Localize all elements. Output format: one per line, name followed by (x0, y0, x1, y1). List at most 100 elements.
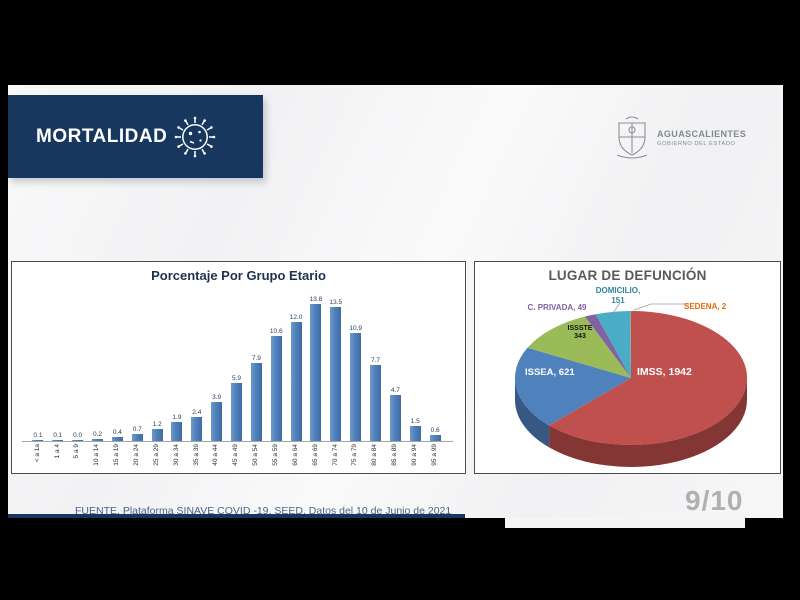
category-slot: 80 a 84 (366, 444, 386, 474)
bar-value-label: 13.8 (309, 296, 323, 304)
bar-category-label: 55 a 59 (271, 444, 279, 466)
category-slot: 55 a 59 (266, 444, 286, 474)
category-slot: 70 a 74 (326, 444, 346, 474)
state-government-logo: AGUASCALIENTES GOBIERNO DEL ESTADO (614, 115, 746, 161)
bar (92, 439, 103, 441)
pie-label-sedena: SEDENA, 2 (684, 302, 727, 311)
bar-category-label: < a 1a (33, 444, 41, 463)
bar (151, 429, 163, 441)
bar-category-label: 20 a 24 (132, 444, 140, 466)
bar-chart-panel: Porcentaje Por Grupo Etario 0.1 0.1 0.0 0.2… (11, 261, 466, 474)
bar (310, 304, 322, 441)
logo-title: AGUASCALIENTES (657, 129, 747, 139)
pie-chart-title: LUGAR DE DEFUNCIÓN (548, 268, 707, 283)
bar (330, 307, 342, 441)
bar-value-label: 1.5 (410, 418, 420, 426)
category-slot: 5 a 9 (68, 444, 88, 474)
bar (111, 437, 123, 441)
category-slot: 35 a 39 (187, 444, 207, 474)
bar-value-label: 7.7 (371, 356, 381, 364)
category-slot: 60 a 64 (286, 444, 306, 474)
bar (32, 439, 44, 441)
bar-category-label: 25 a 29 (152, 444, 160, 466)
bar-value-label: 0.0 (73, 431, 83, 439)
bar-value-label: 0.7 (132, 426, 142, 434)
category-slot: 45 a 49 (227, 444, 247, 474)
bar-category-label: 1 a 4 (53, 444, 61, 459)
bar-slot: 13.8 (306, 296, 326, 441)
bar-slot: 0.7 (127, 426, 147, 441)
bar-chart-bars: 0.1 0.1 0.0 0.2 0.4 0.7 1.2 1.9 2.4 3.9 5.9 7.9 10.6… (28, 290, 445, 441)
category-slot: 40 a 44 (207, 444, 227, 474)
pie-slice-cprivada (584, 314, 631, 378)
coronavirus-icon (174, 116, 216, 158)
bar (290, 322, 302, 441)
category-slot: 90 a 94 (405, 444, 425, 474)
bar-value-label: 3.9 (212, 394, 222, 402)
bar-value-label: 0.2 (92, 431, 103, 438)
bar-value-label: 2.4 (192, 409, 202, 417)
category-slot: 10 a 14 (88, 444, 108, 474)
pie-slice-issste (527, 316, 631, 378)
category-slot: 25 a 29 (147, 444, 167, 474)
bar (370, 364, 382, 441)
category-slot: 30 a 34 (167, 444, 187, 474)
logo-subtitle: GOBIERNO DEL ESTADO (657, 141, 736, 147)
category-slot: 75 a 79 (346, 444, 366, 474)
bar-category-label: 15 a 19 (113, 444, 121, 466)
bar (409, 426, 421, 441)
bar (250, 362, 262, 441)
pie-label-domicilio: DOMICILIO, 151 (578, 286, 658, 305)
bar-slot: 1.5 (405, 418, 425, 441)
bar-category-label: 80 a 84 (371, 444, 379, 466)
bar-slot: 4.7 (385, 386, 405, 441)
bar-value-label: 0.6 (430, 427, 440, 435)
bar-slot: 10.6 (266, 328, 286, 441)
pie-label-domicilio-value: 151 (611, 295, 625, 305)
coat-of-arms-icon (616, 116, 648, 159)
bar-value-label: 10.9 (349, 325, 362, 333)
bar (171, 422, 183, 441)
bar (211, 402, 223, 441)
bar-chart-category-axis: < a 1a 1 a 4 5 a 9 10 a 14 15 a 19 20 a 24 25 … (28, 444, 445, 474)
bar-chart-axis-line (22, 441, 453, 442)
pie-slice-sedena (630, 310, 631, 378)
category-slot: 1 a 4 (48, 444, 68, 474)
pie-side-imss (549, 378, 747, 467)
bar-value-label: 1.9 (172, 414, 182, 422)
bar-slot: 0.0 (68, 431, 88, 441)
category-slot: 95 a 99 (425, 444, 445, 474)
bar-slot: 0.4 (107, 429, 127, 441)
presentation-slide: MORTALIDAD (8, 85, 783, 518)
bar-category-label: 90 a 94 (411, 444, 418, 466)
pie-slice-domicilio (595, 311, 631, 378)
bar-slot: 12.0 (286, 314, 306, 441)
slide-header-banner: MORTALIDAD (8, 95, 263, 178)
bar-category-label: 85 a 89 (391, 444, 399, 466)
pie-label-issste-name: ISSSTE (567, 325, 593, 332)
bar-value-label: 5.9 (232, 374, 242, 382)
category-slot: < a 1a (28, 444, 48, 474)
virus-spikes (174, 116, 216, 158)
category-slot: 85 a 89 (385, 444, 405, 474)
bar (52, 439, 64, 441)
bar (350, 333, 362, 441)
bar-value-label: 4.7 (390, 386, 400, 394)
bar (191, 417, 203, 441)
bar-slot: 1.2 (147, 421, 167, 441)
bar-slot: 0.1 (48, 432, 68, 441)
bar-value-label: 1.2 (152, 421, 162, 429)
category-slot: 50 a 54 (246, 444, 266, 474)
bar (389, 394, 401, 441)
bar-value-label: 10.6 (269, 328, 283, 336)
bar-slot: 0.1 (28, 432, 48, 441)
bar-slot: 1.9 (167, 414, 187, 441)
pie-slice-imss (549, 310, 748, 445)
bar-category-label: 35 a 39 (192, 444, 200, 466)
bar-slot: 0.2 (88, 431, 108, 441)
pie-chart (515, 310, 748, 467)
bar (429, 435, 441, 441)
bar-category-label: 5 a 9 (73, 444, 81, 459)
bar-slot: 10.9 (346, 325, 366, 441)
